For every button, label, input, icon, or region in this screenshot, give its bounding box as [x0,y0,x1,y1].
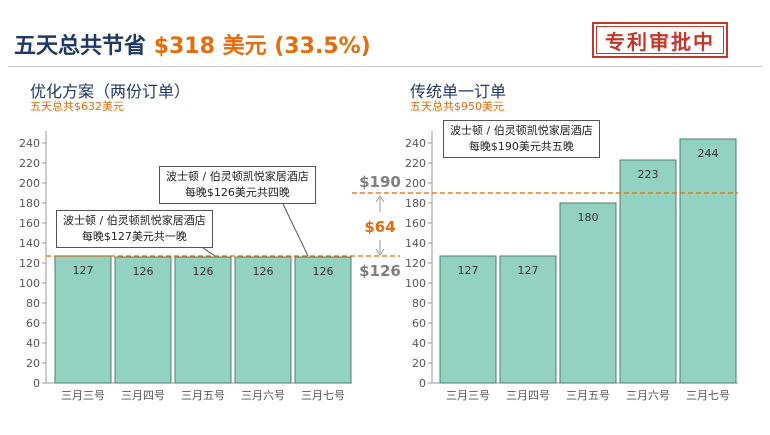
left-x-tick-label: 三月四号 [121,389,165,402]
right-y-tick-label: 160 [405,217,426,230]
right-y-tick-label: 200 [405,177,426,190]
gap-lower-value: $126 [359,262,401,280]
left-y-tick-label: 120 [19,257,40,270]
left-y-tick-label: 100 [19,277,40,290]
right-y-tick-label: 220 [405,157,426,170]
right-y-tick-label: 60 [412,317,426,330]
right-y-tick-label: 80 [412,297,426,310]
header-divider [8,66,762,67]
left-bar [174,256,232,384]
left-bar-value-label: 126 [313,265,334,278]
right-bar-value-label: 180 [578,211,599,224]
headline: 五天总共节省 $318 美元 (33.5%) [14,28,371,60]
right-bar [679,138,737,384]
right-y-tick-label: 120 [405,257,426,270]
gap-arrow-down-head [375,248,385,256]
left-bar-value-label: 126 [253,265,274,278]
right-bar-value-label: 127 [458,264,479,277]
left-y-tick-label: 200 [19,177,40,190]
right-y-tick-label: 40 [412,337,426,350]
patent-pending-stamp: 专利审批中 [592,22,728,58]
left-callout-one-night: 波士顿 / 伯灵顿凯悦家居酒店 每晚$127美元共一晚 [56,210,213,248]
left-bar [54,255,112,384]
left-callout-four-nights-line1: 波士顿 / 伯灵顿凯悦家居酒店 [166,170,309,183]
left-y-tick-label: 220 [19,157,40,170]
right-callout-five-nights-line2: 每晚$190美元共五晚 [468,140,574,153]
left-x-tick-label: 三月七号 [301,389,345,402]
left-y-tick-label: 80 [26,297,40,310]
left-y-tick-label: 180 [19,197,40,210]
right-chart-title: 传统单一订单 [410,82,507,101]
left-bar [234,256,292,384]
right-bar-value-label: 223 [638,168,659,181]
right-x-tick-label: 三月四号 [506,389,550,402]
right-bar [499,255,557,384]
right-bar [619,159,677,384]
right-chart: 0 20 40 60 80 100 120 140 160 180 200 220 240 127 三月三号… [405,131,738,402]
left-callout-four-nights-line2: 每晚$126美元共四晚 [184,186,290,199]
right-x-tick-label: 三月七号 [686,389,730,402]
left-y-tick-label: 240 [19,137,40,150]
left-bar-value-label: 127 [73,264,94,277]
right-bar [439,255,497,384]
left-y-tick-label: 20 [26,357,40,370]
left-y-tick-label: 140 [19,237,40,250]
right-y-tick-label: 100 [405,277,426,290]
left-bar-value-label: 126 [193,265,214,278]
left-callout-one-night-line2: 每晚$127美元共一晚 [81,230,187,243]
left-x-tick-label: 三月五号 [181,389,225,402]
left-y-tick-label: 60 [26,317,40,330]
headline-lead: 五天总共节省 [14,34,147,59]
right-y-tick-label: 140 [405,237,426,250]
gap-difference-value: $64 [364,218,395,236]
left-x-tick-label: 三月六号 [241,389,285,402]
right-y-tick-label: 180 [405,197,426,210]
left-callout-one-night-line1: 波士顿 / 伯灵顿凯悦家居酒店 [63,214,206,227]
left-y-tick-label: 160 [19,217,40,230]
left-chart: 0 20 40 60 80 100 120 140 160 180 200 220 240 127 三月三号… [19,131,400,402]
left-bar [114,256,172,384]
gap-upper-value: $190 [359,173,401,191]
right-bar-value-label: 244 [698,147,719,160]
right-chart-subtitle: 五天总共$950美元 [410,100,504,113]
right-bar-value-label: 127 [518,264,539,277]
left-x-tick-label: 三月三号 [61,389,105,402]
left-chart-title: 优化方案（两份订单） [30,82,191,101]
left-chart-subtitle: 五天总共$632美元 [30,100,124,113]
headline-saving: $318 美元 (33.5%) [153,34,371,59]
left-callout-leader-four-nights [282,203,309,257]
right-y-tick-label: 0 [419,377,426,390]
gap-arrow-up-head [375,195,385,203]
left-y-tick-label: 0 [33,377,40,390]
right-callout-five-nights: 波士顿 / 伯灵顿凯悦家居酒店 每晚$190美元共五晚 [443,120,600,158]
left-bar [294,256,352,384]
right-bar [559,202,617,384]
right-x-tick-label: 三月六号 [626,389,670,402]
left-bar-value-label: 126 [133,265,154,278]
right-x-tick-label: 三月五号 [566,389,610,402]
left-callout-four-nights: 波士顿 / 伯灵顿凯悦家居酒店 每晚$126美元共四晚 [159,166,316,204]
right-y-tick-label: 240 [405,137,426,150]
left-y-tick-label: 40 [26,337,40,350]
right-y-tick-label: 20 [412,357,426,370]
right-callout-five-nights-line1: 波士顿 / 伯灵顿凯悦家居酒店 [450,124,593,137]
right-x-tick-label: 三月三号 [446,389,490,402]
